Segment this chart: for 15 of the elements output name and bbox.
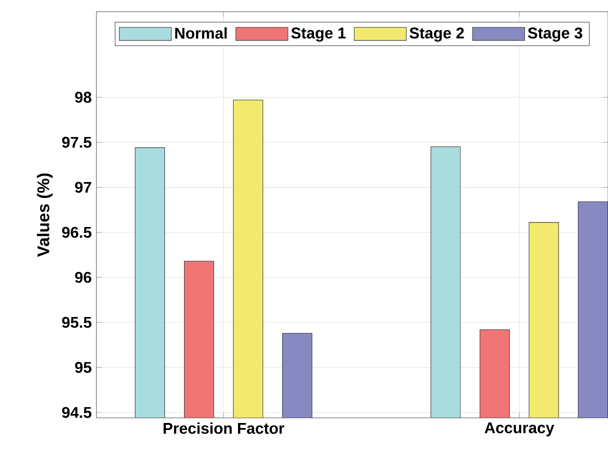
y-tick-label: 96 xyxy=(75,272,92,283)
y-tick-label: 95 xyxy=(75,362,92,373)
y-tick-label: 96.5 xyxy=(62,226,92,238)
y-tick-label: 97.5 xyxy=(62,136,92,148)
legend-label: Normal xyxy=(175,27,227,39)
y-tick-label: 98 xyxy=(75,92,92,103)
legend-label: Stage 2 xyxy=(410,28,464,42)
legend-label: Stage 1 xyxy=(291,28,346,42)
x-tick-label: Accuracy xyxy=(484,422,554,436)
y-tick-label: 97 xyxy=(75,182,92,193)
y-tick-label: 94.5 xyxy=(62,406,92,418)
x-tick-label: Precision Factor xyxy=(164,422,284,434)
legend-label: Stage 3 xyxy=(528,28,582,42)
y-axis-title: Values (%) xyxy=(36,173,53,257)
y-tick-label: 95.5 xyxy=(62,316,92,328)
